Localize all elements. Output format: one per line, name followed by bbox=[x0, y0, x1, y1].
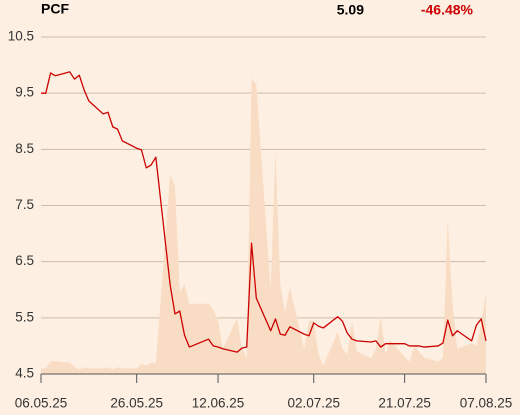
x-tick-label: 26.05.25 bbox=[110, 396, 163, 411]
y-tick-label: 10.5 bbox=[8, 29, 34, 44]
change: -46.48% bbox=[421, 2, 474, 18]
x-tick-label: 12.06.25 bbox=[192, 396, 245, 411]
x-tick-label: 02.07.25 bbox=[287, 396, 340, 411]
symbol: PCF bbox=[41, 1, 69, 17]
last-price: 5.09 bbox=[337, 2, 364, 18]
x-tick-label: 21.07.25 bbox=[378, 396, 431, 411]
y-tick-label: 5.5 bbox=[15, 309, 34, 324]
volume-area bbox=[41, 78, 486, 375]
y-tick-label: 9.5 bbox=[15, 85, 34, 100]
y-tick-label: 6.5 bbox=[15, 253, 34, 268]
y-tick-label: 8.5 bbox=[15, 141, 34, 156]
y-tick-label: 4.5 bbox=[15, 366, 34, 381]
price-line bbox=[41, 71, 487, 353]
x-tick-label: 07.08.25 bbox=[460, 396, 513, 411]
x-tick-label: 06.05.25 bbox=[15, 396, 68, 411]
y-tick-label: 7.5 bbox=[15, 197, 34, 212]
